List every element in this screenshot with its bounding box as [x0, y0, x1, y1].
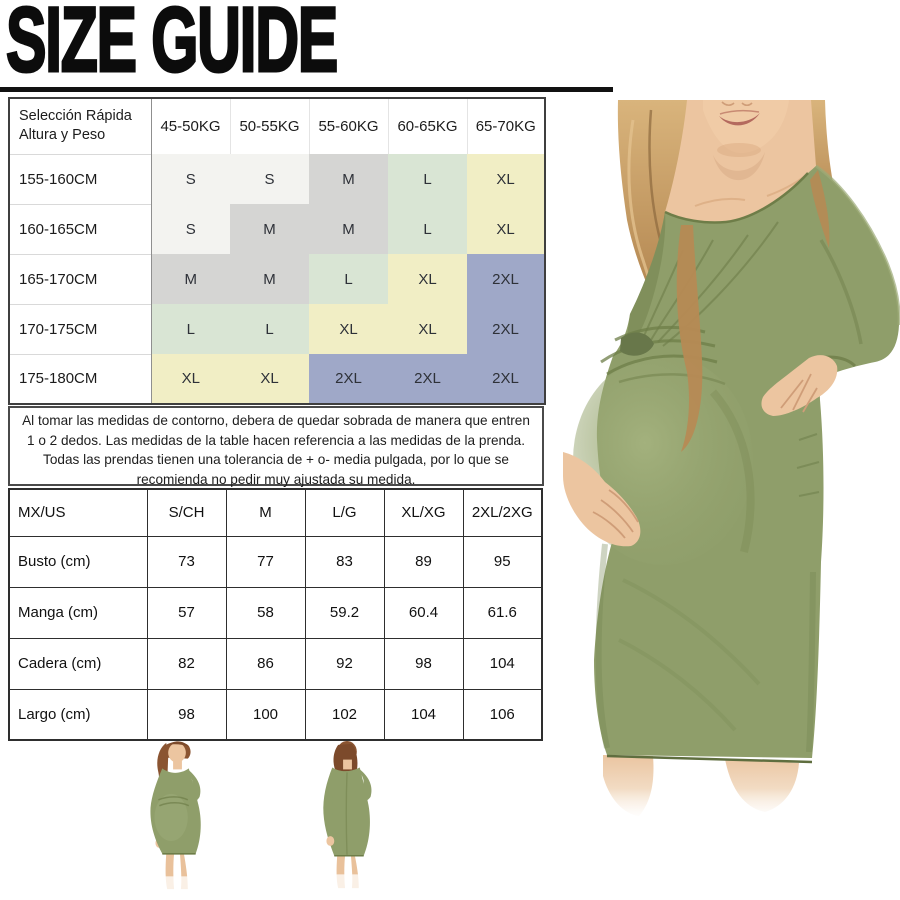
fit-note-line: 1 o 2 dedos. Las medidas de la table hac… — [26, 432, 525, 448]
measurement-value: 73 — [146, 535, 227, 588]
size-cell: 2XL — [467, 354, 545, 404]
page-title: SIZE GUIDE — [5, 0, 339, 91]
corner-label-line2: Altura y Peso — [19, 127, 106, 144]
fit-note-line: Todas las prendas tienen una tolerancia … — [43, 452, 509, 467]
legs — [563, 754, 900, 830]
corner-label-line1: Selección Rápida — [19, 108, 132, 125]
height-range-label: 175-180CM — [9, 353, 152, 404]
weight-column-header: 65-70KG — [466, 98, 545, 154]
size-cell: XL — [388, 304, 467, 354]
measurement-label: Busto (cm) — [8, 535, 148, 588]
dress — [573, 166, 824, 758]
table-row: 170-175CM L L XL XL 2XL — [9, 303, 545, 354]
size-column-header: 2XL/2XG — [462, 488, 543, 537]
size-column-header: S/CH — [146, 488, 227, 537]
size-cell: XL — [388, 254, 467, 304]
measurement-value: 102 — [304, 688, 385, 741]
table-row: 155-160CM S S M L XL — [9, 153, 545, 204]
measurement-value: 86 — [225, 637, 306, 690]
measurement-value: 100 — [225, 688, 306, 741]
measurement-label: Cadera (cm) — [8, 637, 148, 690]
measurement-value: 83 — [304, 535, 385, 588]
height-range-label: 160-165CM — [9, 203, 152, 254]
measurement-value: 82 — [146, 637, 227, 690]
size-cell: L — [309, 254, 388, 304]
thumbnail-front-view — [150, 741, 210, 894]
corner-label: Selección Rápida Altura y Peso — [9, 98, 152, 154]
size-cell: 2XL — [309, 354, 388, 404]
size-cell: XL — [230, 354, 309, 404]
measurements-table: MX/US S/CH M L/G XL/XG 2XL/2XG Busto (cm… — [8, 488, 543, 741]
size-cell: M — [309, 204, 388, 254]
measurement-value: 104 — [383, 688, 464, 741]
size-column-header: M — [225, 488, 306, 537]
size-cell: 2XL — [467, 254, 545, 304]
measurement-value: 98 — [383, 637, 464, 690]
measurement-value: 92 — [304, 637, 385, 690]
size-cell: L — [230, 304, 309, 354]
measurement-value: 58 — [225, 586, 306, 639]
size-cell: L — [388, 204, 467, 254]
size-cell: L — [151, 304, 230, 354]
measurement-value: 59.2 — [304, 586, 385, 639]
table-row: 175-180CM XL XL 2XL 2XL 2XL — [9, 353, 545, 404]
size-cell: XL — [309, 304, 388, 354]
table-row: 165-170CM M M L XL 2XL — [9, 253, 545, 304]
size-column-header: L/G — [304, 488, 385, 537]
measurement-value: 95 — [462, 535, 543, 588]
measurement-value: 98 — [146, 688, 227, 741]
measurement-label: Manga (cm) — [8, 586, 148, 639]
height-range-label: 155-160CM — [9, 153, 152, 204]
table-header-row: MX/US S/CH M L/G XL/XG 2XL/2XG — [8, 488, 543, 537]
size-cell: M — [309, 154, 388, 204]
measurement-value: 57 — [146, 586, 227, 639]
table-header-row: Selección Rápida Altura y Peso 45-50KG 5… — [9, 98, 545, 154]
right-hand-under-belly — [563, 452, 641, 547]
measurement-value: 104 — [462, 637, 543, 690]
table-row: Largo (cm) 98 100 102 104 106 — [8, 688, 543, 741]
main-product-photo — [563, 100, 900, 830]
table-row: Busto (cm) 73 77 83 89 95 — [8, 535, 543, 588]
table-row: Cadera (cm) 82 86 92 98 104 — [8, 637, 543, 690]
fit-note-box: Al tomar las medidas de contorno, debera… — [8, 406, 544, 487]
fit-note-line: Al tomar las medidas de contorno, debera… — [22, 413, 530, 428]
size-cell: XL — [151, 354, 230, 404]
height-range-label: 165-170CM — [9, 253, 152, 304]
size-cell: M — [151, 254, 230, 304]
measurement-value: 106 — [462, 688, 543, 741]
size-cell: XL — [467, 204, 545, 254]
title-underline-rule — [0, 87, 613, 92]
quick-select-size-table: Selección Rápida Altura y Peso 45-50KG 5… — [8, 97, 546, 405]
weight-column-header: 60-65KG — [387, 98, 467, 154]
size-column-header: XL/XG — [383, 488, 464, 537]
table-row: 160-165CM S M M L XL — [9, 203, 545, 254]
weight-column-header: 45-50KG — [150, 98, 230, 154]
height-range-label: 170-175CM — [9, 303, 152, 354]
size-cell: 2XL — [388, 354, 467, 404]
face-and-chest — [665, 100, 816, 223]
table-row: Manga (cm) 57 58 59.2 60.4 61.6 — [8, 586, 543, 639]
size-cell: XL — [467, 154, 545, 204]
fit-note-line: recomienda no pedir muy ajustada su medi… — [136, 471, 416, 487]
measurement-value: 61.6 — [462, 586, 543, 639]
thumbnail-back-view — [320, 740, 380, 894]
measurement-value: 77 — [225, 535, 306, 588]
size-cell: 2XL — [467, 304, 545, 354]
size-cell: S — [151, 154, 230, 204]
hair-front — [676, 170, 830, 452]
size-cell: S — [230, 154, 309, 204]
size-cell: L — [388, 154, 467, 204]
weight-column-header: 50-55KG — [229, 98, 309, 154]
measurement-value: 60.4 — [383, 586, 464, 639]
measurement-label: Largo (cm) — [8, 688, 148, 741]
weight-column-header: 55-60KG — [308, 98, 388, 154]
sizing-system-header: MX/US — [8, 488, 148, 537]
size-cell: M — [230, 204, 309, 254]
model-back-illustration — [320, 740, 380, 894]
measurement-value: 89 — [383, 535, 464, 588]
size-cell: M — [230, 254, 309, 304]
model-front-illustration — [150, 741, 210, 894]
size-cell: S — [151, 204, 230, 254]
